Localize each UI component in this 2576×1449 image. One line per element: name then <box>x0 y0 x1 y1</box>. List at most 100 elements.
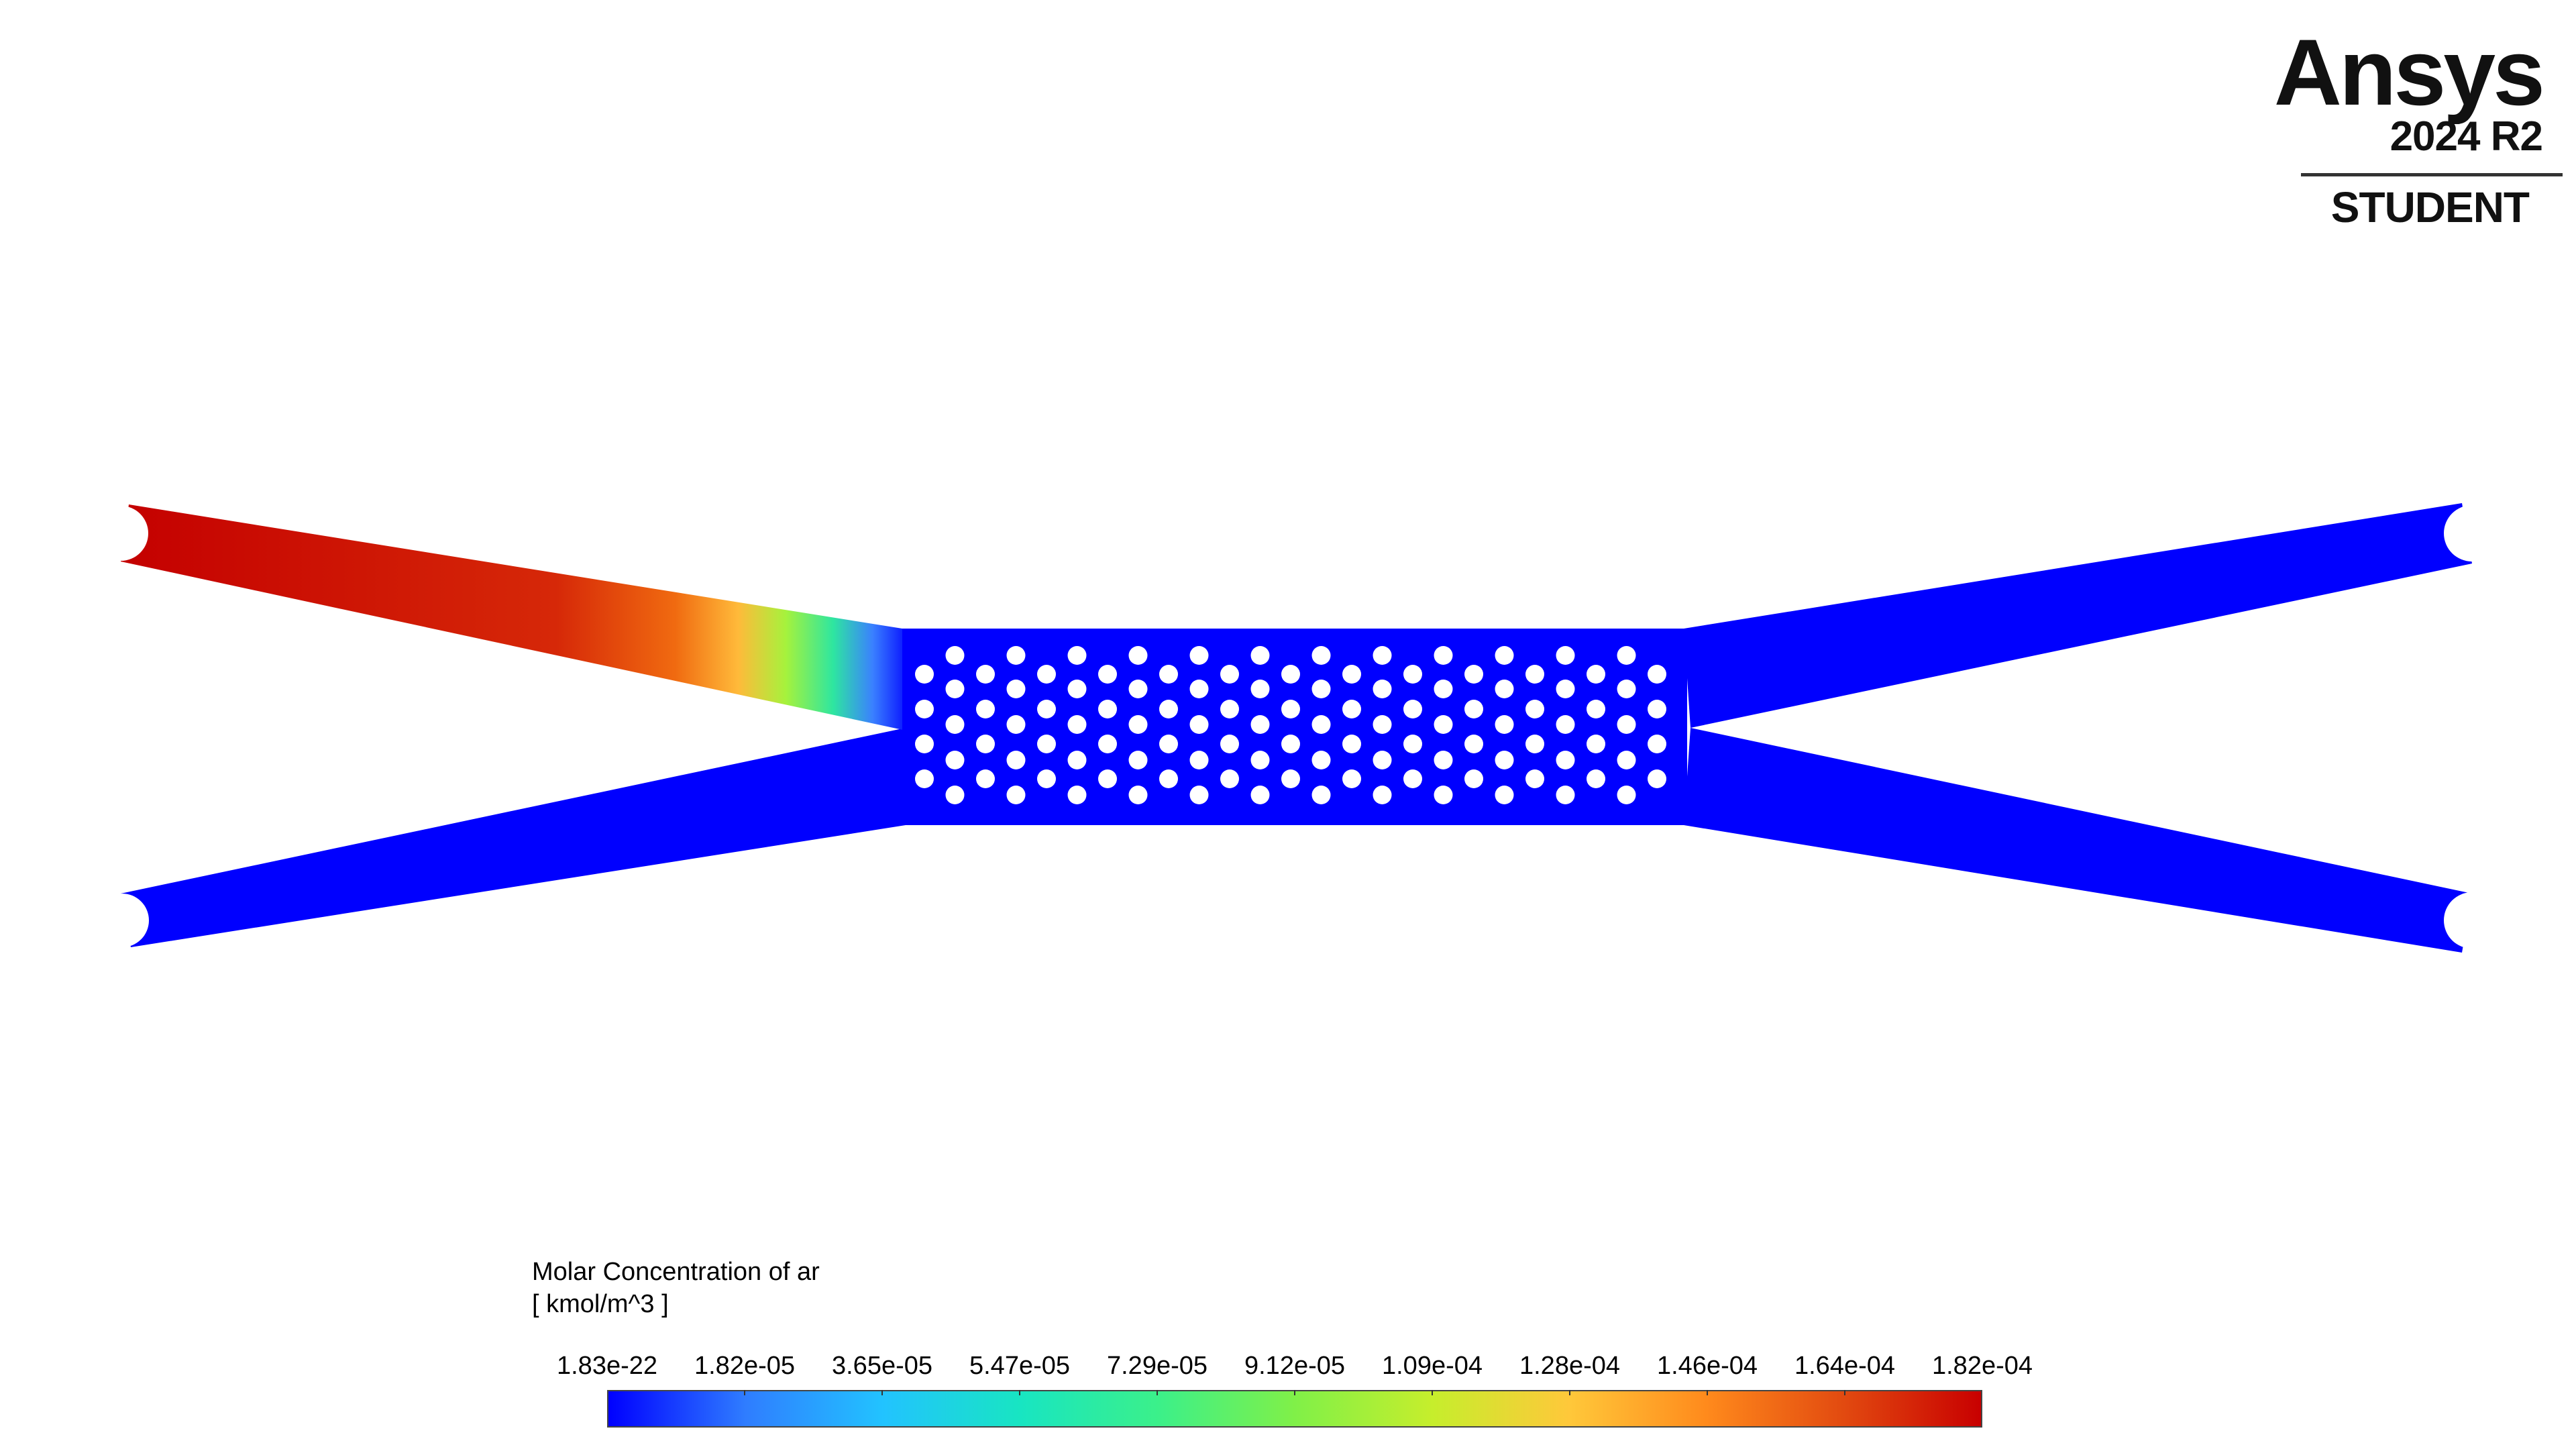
pillar <box>1648 735 1666 753</box>
legend-tick-label: 7.29e-05 <box>1106 1352 1208 1380</box>
pillar <box>1006 786 1026 804</box>
pillar <box>1617 786 1636 804</box>
upper-right-outlet-cutout <box>2444 505 2500 561</box>
pillar <box>1037 735 1056 753</box>
legend-tick-mark <box>1294 1390 1295 1395</box>
pillar <box>1495 646 1514 665</box>
pillar <box>1342 769 1361 788</box>
pillar <box>976 769 995 788</box>
pillar <box>1128 680 1148 698</box>
legend-tick-label: 3.65e-05 <box>831 1352 933 1380</box>
pillar <box>1556 646 1575 665</box>
pillar <box>1373 786 1392 804</box>
pillar <box>1098 665 1117 684</box>
pillar <box>1434 751 1453 769</box>
pillar <box>1495 680 1514 698</box>
pillar <box>1464 665 1483 684</box>
pillar <box>1006 680 1026 698</box>
pillar <box>945 715 965 734</box>
pillar <box>1525 665 1544 684</box>
pillar <box>1281 769 1300 788</box>
legend-title: Molar Concentration of ar <box>532 1258 820 1286</box>
pillar <box>1189 680 1209 698</box>
pillar <box>1098 769 1117 788</box>
pillar <box>1373 715 1392 734</box>
legend-tick-label: 1.28e-04 <box>1519 1352 1621 1380</box>
pillar <box>1556 786 1575 804</box>
pillar <box>1281 735 1300 753</box>
pillar <box>1067 715 1087 734</box>
lower-left-inlet-cutout <box>95 894 149 947</box>
pillar <box>1373 646 1392 665</box>
pillar <box>1311 786 1331 804</box>
legend-units: [ kmol/m^3 ] <box>532 1290 669 1318</box>
pillar <box>1250 680 1270 698</box>
pillar <box>915 665 934 684</box>
pillar <box>1556 715 1575 734</box>
pillar <box>1434 646 1453 665</box>
legend-tick-label: 1.09e-04 <box>1381 1352 1483 1380</box>
pillar <box>1250 646 1270 665</box>
pillar <box>1525 735 1544 753</box>
brand-divider <box>2301 173 2563 176</box>
pillar <box>1556 680 1575 698</box>
pillar <box>1342 665 1361 684</box>
pillar <box>976 665 995 684</box>
pillar <box>1220 769 1239 788</box>
pillar <box>1281 665 1300 684</box>
upper-right-branch <box>1684 503 2472 728</box>
pillar <box>1342 735 1361 753</box>
pillar <box>1464 700 1483 718</box>
pillar <box>1006 751 1026 769</box>
pillar <box>1464 735 1483 753</box>
pillar <box>1128 786 1148 804</box>
pillar <box>1189 786 1209 804</box>
pillar <box>1434 786 1453 804</box>
pillar <box>1189 715 1209 734</box>
pillar <box>1617 751 1636 769</box>
pillar <box>1128 751 1148 769</box>
pillar <box>1189 646 1209 665</box>
pillar <box>1525 700 1544 718</box>
legend-tick-mark <box>744 1390 745 1395</box>
pillar <box>1617 646 1636 665</box>
pillar <box>1556 751 1575 769</box>
pillar <box>1495 751 1514 769</box>
pillar <box>1617 680 1636 698</box>
pillar <box>1648 769 1666 788</box>
pillar <box>1220 665 1239 684</box>
pillar <box>1220 735 1239 753</box>
pillar <box>1250 715 1270 734</box>
pillar <box>1311 751 1331 769</box>
pillar-array <box>915 646 1666 804</box>
pillar <box>1159 735 1178 753</box>
pillar <box>1128 646 1148 665</box>
upper-left-inlet-branch <box>121 504 909 731</box>
brand-name: Ansys <box>2273 19 2545 125</box>
pillar <box>1006 715 1026 734</box>
pillar <box>915 769 934 788</box>
pillar <box>1311 715 1331 734</box>
pillar <box>1495 786 1514 804</box>
pillar <box>1617 715 1636 734</box>
pillar <box>1159 700 1178 718</box>
pillar <box>1159 665 1178 684</box>
pillar <box>1250 786 1270 804</box>
pillar <box>1648 665 1666 684</box>
lower-left-branch <box>121 728 906 947</box>
legend-tick-label: 1.46e-04 <box>1656 1352 1758 1380</box>
pillar <box>1434 680 1453 698</box>
lower-right-branch <box>1684 728 2472 953</box>
legend-tick-label: 1.64e-04 <box>1794 1352 1896 1380</box>
legend-tick-mark <box>1019 1390 1020 1395</box>
pillar <box>1434 715 1453 734</box>
pillar <box>1067 680 1087 698</box>
upper-left-inlet-cutout <box>93 506 148 561</box>
legend-tick-mark <box>1432 1390 1433 1395</box>
legend-tick-label: 9.12e-05 <box>1244 1352 1346 1380</box>
pillar <box>1403 700 1422 718</box>
brand-version: 2024 R2 <box>2390 113 2543 160</box>
pillar <box>1403 735 1422 753</box>
lower-right-outlet-cutout <box>2444 892 2500 949</box>
